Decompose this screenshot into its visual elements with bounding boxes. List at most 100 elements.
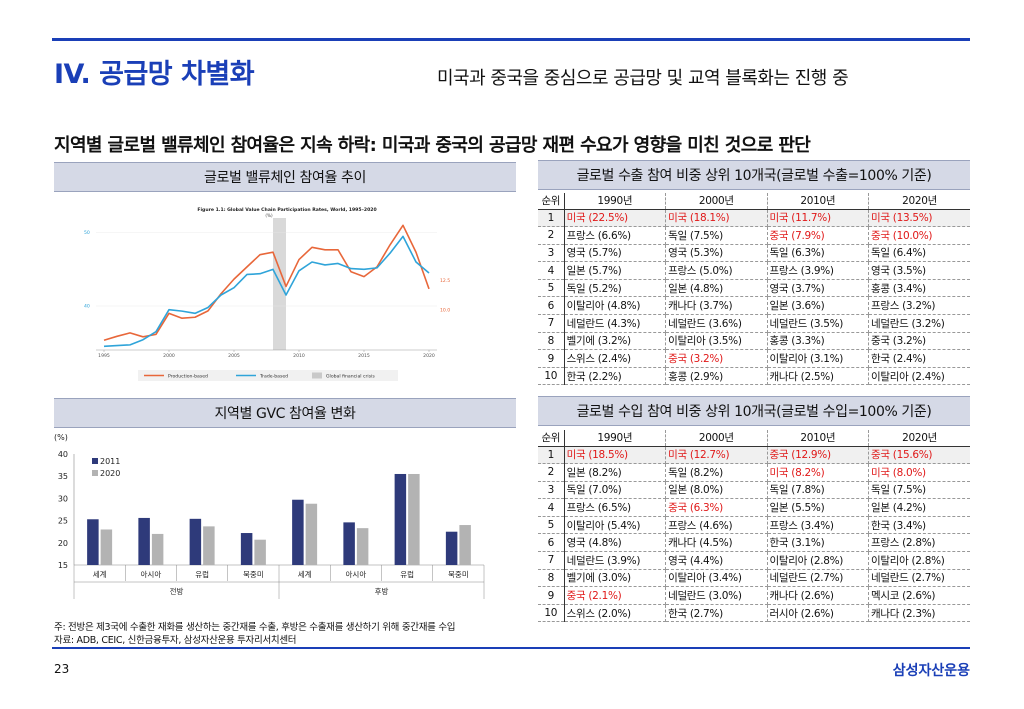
category-label: 아시아 bbox=[346, 569, 367, 579]
country-share-cell: 미국 (8.2%) bbox=[767, 463, 870, 482]
category-label: 북중미 bbox=[448, 570, 469, 579]
section-export-table: 글로벌 수출 참여 비중 상위 10개국(글로벌 수출=100% 기준) bbox=[538, 160, 970, 190]
table-row: 8 벨기에 (3.0%) 이탈리아 (3.4%) 네덜란드 (2.7%) 네덜란드 (2… bbox=[538, 569, 970, 588]
rank-cell: 6 bbox=[538, 533, 565, 553]
country-share-cell: 독일 (8.2%) bbox=[665, 463, 768, 482]
bar-2020 bbox=[151, 533, 164, 565]
country-share-cell: 한국 (2.2%) bbox=[564, 367, 667, 386]
country-share-cell: 중국 (6.3%) bbox=[665, 498, 768, 517]
x-tick-label: 2010 bbox=[293, 353, 305, 359]
table-row: 1 미국 (18.5%) 미국 (12.7%) 중국 (12.9%) 중국 (15.6%… bbox=[538, 446, 970, 465]
x-tick-label: 2015 bbox=[358, 353, 370, 359]
table-row: 6 영국 (4.8%) 캐나다 (4.5%) 한국 (3.1%) 프랑스 (2.8%) bbox=[538, 533, 970, 553]
country-share-cell: 영국 (5.3%) bbox=[665, 244, 768, 263]
table-row: 4 일본 (5.7%) 프랑스 (5.0%) 프랑스 (3.9%) 영국 (3.5%) bbox=[538, 261, 970, 280]
country-share-cell: 이탈리아 (4.8%) bbox=[564, 296, 667, 316]
table-row: 10 한국 (2.2%) 홍콩 (2.9%) 캐나다 (2.5%) 이탈리아 (2.4%… bbox=[538, 367, 970, 386]
category-label: 세계 bbox=[298, 569, 312, 579]
country-share-cell: 한국 (2.7%) bbox=[665, 604, 768, 623]
export-ranking-table: 순위 1990년 2000년 2010년 2020년 1 미국 (22.5%) 미국 (18.… bbox=[538, 193, 970, 386]
table-row: 4 프랑스 (6.5%) 중국 (6.3%) 일본 (5.5%) 일본 (4.2%) bbox=[538, 498, 970, 517]
country-share-cell: 홍콩 (3.4%) bbox=[868, 279, 970, 298]
table-row: 8 벨기에 (3.2%) 이탈리아 (3.5%) 홍콩 (3.3%) 중국 (3.2%) bbox=[538, 332, 970, 351]
country-share-cell: 프랑스 (5.0%) bbox=[665, 261, 768, 280]
rank-cell: 6 bbox=[538, 296, 565, 316]
country-share-cell: 네덜란드 (2.7%) bbox=[868, 569, 970, 588]
country-share-cell: 미국 (22.5%) bbox=[564, 209, 667, 228]
country-share-cell: 중국 (7.9%) bbox=[767, 226, 870, 245]
column-header: 1990년 bbox=[564, 193, 667, 210]
table-row: 2 일본 (8.2%) 독일 (8.2%) 미국 (8.2%) 미국 (8.0%) bbox=[538, 463, 970, 482]
country-share-cell: 중국 (10.0%) bbox=[868, 226, 970, 245]
country-share-cell: 독일 (7.5%) bbox=[868, 481, 970, 500]
bar-2011 bbox=[394, 473, 407, 565]
country-share-cell: 캐나다 (4.5%) bbox=[665, 533, 768, 553]
right-tick-label: 10.0 bbox=[440, 307, 450, 313]
column-header: 2000년 bbox=[665, 430, 768, 447]
country-share-cell: 일본 (4.2%) bbox=[868, 498, 970, 517]
column-header: 순위 bbox=[538, 193, 565, 210]
category-label: 유럽 bbox=[400, 570, 414, 579]
chart-legend: Production-based Trade-based Global financ… bbox=[138, 370, 398, 381]
bar-2020 bbox=[459, 525, 471, 565]
group-label: 전방 bbox=[170, 586, 184, 596]
category-label: 세계 bbox=[93, 569, 107, 579]
bar-2011 bbox=[138, 517, 150, 565]
country-share-cell: 네덜란드 (3.6%) bbox=[665, 314, 768, 333]
legend-swatch bbox=[92, 470, 98, 476]
chart-legend: 2011 2020 bbox=[92, 457, 120, 478]
page-subtitle: 미국과 중국을 중심으로 공급망 및 교역 블록화는 진행 중 bbox=[437, 68, 849, 89]
rank-cell: 7 bbox=[538, 551, 565, 570]
y-tick-label: 40 bbox=[58, 450, 68, 459]
table-row: 3 독일 (7.0%) 일본 (8.0%) 독일 (7.8%) 독일 (7.5%) bbox=[538, 481, 970, 500]
country-share-cell: 이탈리아 (3.5%) bbox=[665, 332, 768, 351]
rank-cell: 9 bbox=[538, 586, 565, 605]
country-share-cell: 프랑스 (3.2%) bbox=[868, 296, 970, 316]
legend-label: Global financial crisis bbox=[326, 373, 375, 379]
column-header: 순위 bbox=[538, 430, 565, 447]
table-row: 5 독일 (5.2%) 일본 (4.8%) 영국 (3.7%) 홍콩 (3.4%) bbox=[538, 279, 970, 298]
bar-2011 bbox=[445, 531, 458, 565]
legend-label: 2011 bbox=[100, 457, 120, 466]
country-share-cell: 독일 (6.4%) bbox=[868, 244, 970, 263]
country-share-cell: 중국 (2.1%) bbox=[564, 586, 667, 605]
bar-2011 bbox=[240, 533, 253, 565]
x-tick-label: 1995 bbox=[98, 353, 110, 359]
rank-cell: 10 bbox=[538, 367, 565, 386]
column-header: 2020년 bbox=[868, 430, 970, 447]
country-share-cell: 일본 (5.5%) bbox=[767, 498, 870, 517]
country-share-cell: 네덜란드 (3.5%) bbox=[767, 314, 870, 333]
rank-cell: 1 bbox=[538, 446, 565, 465]
page-title: IV. 공급망 차별화 bbox=[54, 59, 255, 90]
country-share-cell: 영국 (3.5%) bbox=[868, 261, 970, 280]
country-share-cell: 프랑스 (3.4%) bbox=[767, 516, 870, 535]
country-share-cell: 이탈리아 (2.8%) bbox=[868, 551, 970, 570]
country-share-cell: 프랑스 (6.5%) bbox=[564, 498, 667, 517]
bottom-rule bbox=[52, 647, 970, 649]
country-share-cell: 이탈리아 (3.1%) bbox=[767, 349, 870, 368]
country-share-cell: 일본 (8.0%) bbox=[665, 481, 768, 500]
table-row: 1 미국 (22.5%) 미국 (18.1%) 미국 (11.7%) 미국 (13.5%… bbox=[538, 209, 970, 228]
country-share-cell: 미국 (11.7%) bbox=[767, 209, 870, 228]
country-share-cell: 한국 (3.4%) bbox=[868, 516, 970, 535]
table-row: 2 프랑스 (6.6%) 독일 (7.5%) 중국 (7.9%) 중국 (10.0%) bbox=[538, 226, 970, 245]
country-share-cell: 일본 (3.6%) bbox=[767, 296, 870, 316]
country-share-cell: 네덜란드 (2.7%) bbox=[767, 569, 870, 588]
column-header: 2010년 bbox=[767, 430, 870, 447]
country-share-cell: 캐나다 (2.5%) bbox=[767, 367, 870, 386]
table-row: 10 스위스 (2.0%) 한국 (2.7%) 러시아 (2.6%) 캐나다 (2.3%… bbox=[538, 604, 970, 623]
bar-2011 bbox=[87, 519, 99, 565]
country-share-cell: 벨기에 (3.2%) bbox=[564, 332, 667, 351]
rank-cell: 4 bbox=[538, 261, 565, 280]
country-share-cell: 영국 (4.8%) bbox=[564, 533, 667, 553]
trade-based-line bbox=[103, 235, 430, 348]
y-tick-label: 35 bbox=[58, 472, 68, 481]
rank-cell: 4 bbox=[538, 498, 565, 517]
rank-cell: 3 bbox=[538, 244, 565, 263]
chart-unit: (%) bbox=[265, 213, 273, 218]
table-row: 6 이탈리아 (4.8%) 캐나다 (3.7%) 일본 (3.6%) 프랑스 (3.2%… bbox=[538, 296, 970, 316]
country-share-cell: 중국 (3.2%) bbox=[868, 332, 970, 351]
country-share-cell: 캐나다 (2.6%) bbox=[767, 586, 870, 605]
bar-2011 bbox=[343, 522, 355, 565]
